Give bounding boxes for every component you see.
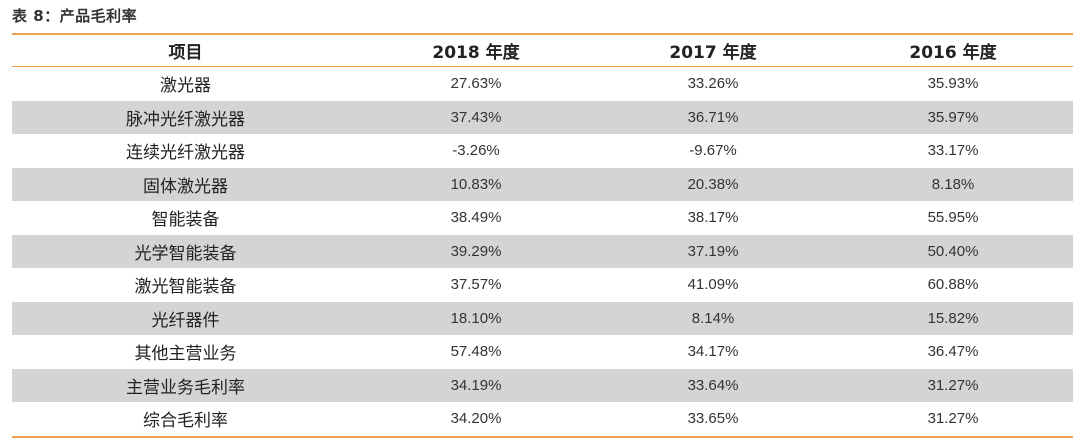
value-2016: 60.88%: [927, 276, 979, 294]
value-2018: 18.10%: [359, 301, 593, 335]
value-2017: 33.65%: [687, 410, 739, 428]
value-2018: 37.57%: [450, 276, 502, 294]
value-2018: 57.48%: [450, 343, 502, 361]
value-2016: 31.27%: [833, 368, 1073, 402]
table-row: 激光器 27.63% 33.26% 35.93%: [12, 67, 1073, 101]
value-2018: 10.83%: [359, 167, 593, 201]
value-2018: 38.49%: [450, 209, 502, 227]
row-label: 激光智能装备: [134, 277, 237, 298]
value-2017: 36.71%: [593, 100, 833, 134]
gross-margin-table: 项目 2018 年度 2017 年度 2016 年度 激光器 27.63% 33.2…: [12, 33, 1073, 438]
value-2016: 15.82%: [833, 301, 1073, 335]
row-label: 其他主营业务: [134, 344, 237, 365]
table-row: 光学智能装备 39.29% 37.19% 50.40%: [12, 234, 1073, 268]
value-2017: 34.17%: [687, 343, 739, 361]
table-body: 激光器 27.63% 33.26% 35.93% 脉冲光纤激光器 37.43% 36.71%…: [12, 67, 1073, 437]
table-header-row: 项目 2018 年度 2017 年度 2016 年度: [12, 34, 1073, 67]
header-2017: 2017 年度: [593, 34, 833, 67]
value-2016: 31.27%: [927, 410, 979, 428]
header-2016: 2016 年度: [833, 34, 1073, 67]
row-label: 主营业务毛利率: [12, 368, 359, 402]
value-2018: 39.29%: [359, 234, 593, 268]
table-row: 智能装备 38.49% 38.17% 55.95%: [12, 201, 1073, 235]
row-label: 智能装备: [151, 210, 220, 231]
value-2016: 8.18%: [833, 167, 1073, 201]
row-label: 光学智能装备: [12, 234, 359, 268]
table-row: 脉冲光纤激光器 37.43% 36.71% 35.97%: [12, 100, 1073, 134]
row-label: 固体激光器: [12, 167, 359, 201]
value-2016: 55.95%: [927, 209, 979, 227]
value-2017: 33.64%: [593, 368, 833, 402]
value-2018: 27.63%: [450, 75, 502, 93]
value-2017: 33.26%: [687, 75, 739, 93]
header-item: 项目: [12, 34, 359, 67]
value-2017: 37.19%: [593, 234, 833, 268]
value-2018: -3.26%: [452, 142, 500, 160]
table-row: 主营业务毛利率 34.19% 33.64% 31.27%: [12, 368, 1073, 402]
row-label: 光纤器件: [12, 301, 359, 335]
table-row: 连续光纤激光器 -3.26% -9.67% 33.17%: [12, 134, 1073, 168]
value-2017: 38.17%: [687, 209, 739, 227]
value-2016: 33.17%: [927, 142, 979, 160]
value-2016: 35.97%: [833, 100, 1073, 134]
table-row: 激光智能装备 37.57% 41.09% 60.88%: [12, 268, 1073, 302]
row-label: 连续光纤激光器: [126, 143, 245, 164]
value-2018: 37.43%: [359, 100, 593, 134]
value-2016: 35.93%: [927, 75, 979, 93]
value-2016: 50.40%: [833, 234, 1073, 268]
value-2017: 41.09%: [687, 276, 739, 294]
row-label: 脉冲光纤激光器: [12, 100, 359, 134]
value-2017: 8.14%: [593, 301, 833, 335]
value-2018: 34.19%: [359, 368, 593, 402]
value-2016: 36.47%: [927, 343, 979, 361]
table-caption: 表 8：产品毛利率: [12, 7, 138, 25]
table-row: 固体激光器 10.83% 20.38% 8.18%: [12, 167, 1073, 201]
header-2018: 2018 年度: [359, 34, 593, 67]
value-2018: 34.20%: [450, 410, 502, 428]
value-2017: -9.67%: [689, 142, 737, 160]
row-label: 综合毛利率: [143, 411, 228, 432]
table-row: 光纤器件 18.10% 8.14% 15.82%: [12, 301, 1073, 335]
table-row: 综合毛利率 34.20% 33.65% 31.27%: [12, 402, 1073, 437]
row-label: 激光器: [160, 76, 211, 97]
value-2017: 20.38%: [593, 167, 833, 201]
table-row: 其他主营业务 57.48% 34.17% 36.47%: [12, 335, 1073, 369]
